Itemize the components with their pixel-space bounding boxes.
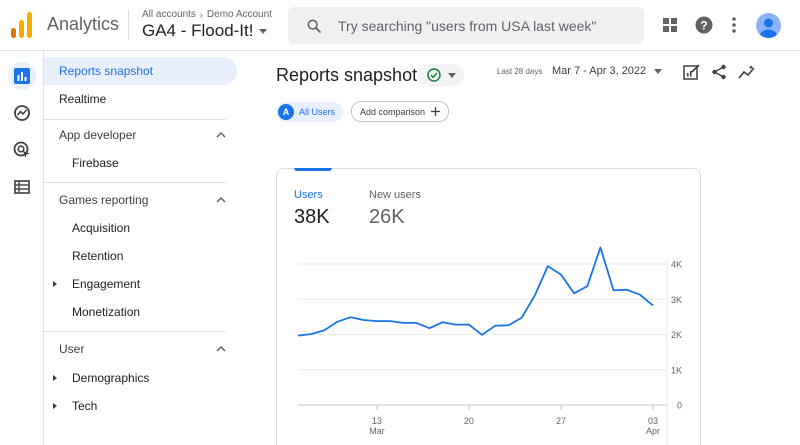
nav-item-monetization[interactable]: Monetization [44, 298, 237, 326]
date-range-value: Mar 7 - Apr 3, 2022 [552, 65, 647, 77]
y-tick-label: 4K [671, 260, 682, 270]
x-tick-month-label: Mar [369, 426, 385, 436]
nav-section-app-developer[interactable]: App developer [44, 122, 226, 148]
nav-section-games-reporting[interactable]: Games reporting [44, 187, 226, 213]
nav-item-demographics[interactable]: Demographics [44, 364, 237, 392]
nav-section-title: App developer [59, 128, 137, 142]
nav-divider [44, 119, 226, 120]
page-title: Reports snapshot [276, 65, 418, 85]
y-tick-label: 2K [671, 330, 682, 340]
breadcrumb[interactable]: All accounts › Demo Account [142, 9, 272, 20]
x-tick-label: 03 [648, 416, 658, 426]
breadcrumb-account[interactable]: Demo Account [206, 9, 272, 20]
metric-label: Users [294, 189, 323, 201]
metric-new-users[interactable]: New users 26K [369, 189, 421, 229]
chevron-right-icon: › [199, 9, 203, 20]
advertising-icon[interactable] [8, 136, 36, 164]
customize-report-icon[interactable] [681, 62, 701, 82]
x-tick-label: 27 [556, 416, 566, 426]
search-icon [307, 19, 321, 33]
nav-item-label: Tech [72, 399, 98, 413]
metric-label: New users [369, 189, 421, 201]
y-tick-label: 3K [671, 295, 682, 305]
analytics-logo-icon [11, 12, 32, 38]
reports-nav: Reports snapshot Realtime App developer … [44, 51, 244, 445]
insights-icon[interactable] [737, 62, 757, 82]
property-name: GA4 - Flood-It! [142, 21, 254, 40]
apps-grid-icon[interactable] [659, 14, 681, 36]
users-overview-card [276, 168, 701, 445]
check-circle-icon [426, 68, 441, 82]
search-input[interactable] [338, 17, 618, 34]
nav-item-retention[interactable]: Retention [44, 242, 237, 270]
date-range-picker[interactable]: Mar 7 - Apr 3, 2022 [552, 65, 663, 77]
nav-item-label: Demographics [72, 371, 150, 385]
chevron-up-icon [216, 346, 226, 352]
metric-value: 38K [294, 206, 330, 228]
nav-section-title: User [59, 342, 85, 356]
more-vert-icon[interactable] [723, 14, 745, 36]
property-selector[interactable]: GA4 - Flood-It! [142, 21, 268, 41]
comparison-badge: A [278, 104, 294, 120]
report-status-button[interactable] [418, 64, 464, 86]
dropdown-arrow-icon [447, 72, 456, 78]
nav-item-realtime[interactable]: Realtime [44, 85, 237, 113]
dropdown-arrow-icon [259, 28, 268, 34]
nav-item-tech[interactable]: Tech [44, 392, 237, 420]
nav-item-label: Reports snapshot [59, 64, 154, 78]
nav-divider [44, 182, 226, 183]
chevron-up-icon [216, 197, 226, 203]
metric-users[interactable]: Users 38K [294, 189, 330, 229]
share-icon[interactable] [709, 62, 729, 82]
nav-item-label: Firebase [72, 156, 119, 170]
expand-arrow-icon [53, 375, 57, 381]
nav-item-firebase[interactable]: Firebase [44, 149, 237, 177]
nav-item-engagement[interactable]: Engagement [44, 270, 237, 298]
add-comparison-button[interactable]: Add comparison [351, 101, 450, 122]
date-range-label: Last 28 days [497, 67, 543, 76]
top-app-bar: Analytics All accounts › Demo Account GA… [0, 0, 800, 51]
nav-section-title: Games reporting [59, 193, 149, 207]
nav-item-acquisition[interactable]: Acquisition [44, 214, 237, 242]
reports-icon[interactable] [8, 62, 36, 90]
nav-item-reports-snapshot[interactable]: Reports snapshot [44, 57, 237, 85]
account-avatar[interactable] [756, 13, 781, 38]
explore-icon[interactable] [8, 99, 36, 127]
plus-icon [431, 107, 441, 116]
metric-value: 26K [369, 206, 405, 228]
expand-arrow-icon [53, 281, 57, 287]
expand-arrow-icon [53, 403, 57, 409]
search-bar[interactable] [288, 7, 644, 44]
nav-item-label: Retention [72, 249, 124, 263]
nav-item-label: Monetization [72, 305, 141, 319]
x-tick-label: 13 [372, 416, 382, 426]
chevron-up-icon [216, 132, 226, 138]
nav-section-user[interactable]: User [44, 336, 226, 362]
comparison-label: All Users [299, 107, 336, 117]
series-line-users [297, 246, 654, 337]
nav-item-label: Acquisition [72, 221, 131, 235]
svg-text:?: ? [700, 19, 707, 33]
x-tick-month-label: Apr [646, 426, 660, 436]
configure-icon[interactable] [8, 173, 36, 201]
breadcrumb-all-accounts[interactable]: All accounts [142, 9, 196, 20]
y-tick-label: 0 [677, 401, 682, 411]
nav-divider [44, 331, 226, 332]
y-tick-label: 1K [671, 365, 682, 375]
x-tick-label: 20 [464, 416, 474, 426]
app-name[interactable]: Analytics [47, 14, 120, 34]
help-icon[interactable]: ? [693, 14, 715, 36]
left-rail [0, 51, 44, 445]
nav-item-label: Realtime [59, 92, 107, 106]
header-divider [128, 10, 129, 40]
nav-item-label: Engagement [72, 277, 141, 291]
add-comparison-label: Add comparison [360, 106, 426, 117]
active-metric-indicator [294, 168, 332, 171]
comparison-chip-all-users[interactable]: A All Users [276, 102, 344, 122]
dropdown-arrow-icon [654, 68, 663, 74]
